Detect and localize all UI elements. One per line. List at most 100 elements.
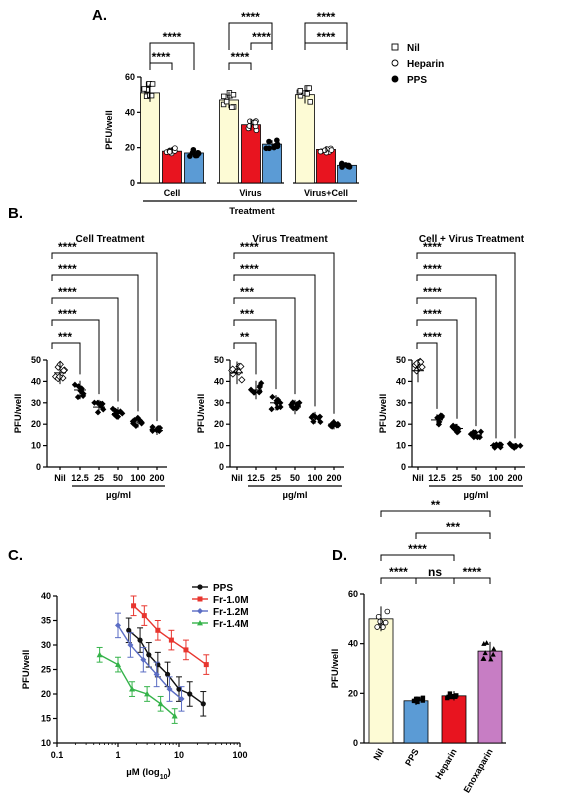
x-tick-label: Nil (231, 473, 243, 483)
x-tick-label: 100 (488, 473, 503, 483)
data-point (229, 104, 235, 110)
y-tick-label: 25 (41, 665, 51, 675)
data-point (482, 650, 488, 656)
significance-bracket (233, 274, 316, 407)
y-tick-label: 35 (41, 616, 51, 626)
y-tick-label: 40 (348, 639, 358, 649)
significance-label: **** (58, 307, 77, 321)
x-tick-label: 0.1 (51, 750, 64, 760)
data-point (153, 671, 160, 678)
significance-label: **** (252, 30, 271, 44)
y-axis-label: PFU/well (104, 110, 115, 150)
data-point (229, 365, 237, 373)
y-tick-label: 0 (36, 462, 41, 472)
data-point (297, 88, 303, 94)
data-point (266, 145, 273, 152)
x-tick-label: Enoxaparin (462, 747, 495, 794)
y-tick-label: 20 (214, 419, 224, 429)
x-tick-label: 25 (271, 473, 281, 483)
y-axis-label: PFU/well (196, 394, 207, 434)
y-tick-label: 10 (396, 441, 406, 451)
x-tick-label: Virus (239, 188, 261, 198)
x-tick-label: 12.5 (247, 473, 265, 483)
data-point (497, 441, 505, 448)
significance-label: **** (423, 240, 442, 254)
significance-label: *** (240, 307, 254, 321)
data-point (237, 362, 245, 371)
significance-label: **** (240, 240, 259, 254)
significance-label: **** (240, 262, 259, 276)
data-point (223, 98, 230, 105)
chart-title: Virus Treatment (252, 234, 328, 245)
data-point (149, 81, 156, 87)
bar (295, 94, 315, 184)
x-axis-label: µg/ml (463, 490, 488, 501)
legend-marker (391, 75, 399, 83)
legend-label: Nil (407, 43, 420, 54)
x-tick-label: Nil (371, 747, 385, 762)
data-point (480, 656, 486, 661)
data-point (127, 642, 134, 648)
data-point (166, 686, 173, 693)
significance-label: *** (446, 520, 460, 534)
data-point (200, 701, 206, 707)
data-point (377, 618, 384, 625)
data-point (230, 92, 237, 98)
significance-label: **** (241, 10, 260, 24)
data-point (447, 691, 453, 696)
data-point (453, 694, 458, 699)
x-tick-label: 12.5 (428, 473, 446, 483)
significance-bracket (380, 554, 455, 561)
bar (441, 695, 467, 744)
y-tick-label: 30 (31, 398, 41, 408)
series-line (99, 654, 176, 717)
data-point (450, 694, 455, 700)
y-tick-label: 0 (401, 462, 406, 472)
x-tick-label: Nil (54, 473, 66, 483)
data-point (277, 403, 284, 411)
data-point (266, 138, 272, 145)
legend-label: PPS (213, 583, 233, 594)
data-point (172, 145, 178, 151)
significance-label: **** (389, 565, 408, 579)
significance-label: **** (58, 262, 77, 276)
y-tick-label: 20 (41, 689, 51, 699)
significance-bracket (51, 297, 119, 402)
panel-label: C. (8, 547, 23, 564)
y-tick-label: 40 (396, 376, 406, 386)
x-tick-label: 12.5 (71, 473, 89, 483)
legend-label: Fr-1.4M (213, 619, 249, 630)
legend-label: PPS (407, 75, 427, 86)
chart-title: Cell Treatment (76, 234, 146, 245)
y-tick-label: 10 (31, 441, 41, 451)
data-point (140, 656, 147, 663)
significance-bracket (51, 252, 158, 422)
y-tick-label: 50 (31, 355, 41, 365)
x-tick-label: 200 (149, 473, 164, 483)
significance-bracket (149, 42, 195, 70)
y-tick-label: 0 (353, 738, 358, 748)
significance-bracket (233, 252, 335, 414)
y-axis-label: PFU/well (21, 650, 32, 690)
data-point (477, 428, 485, 435)
data-point (256, 384, 263, 391)
y-tick-label: 50 (396, 355, 406, 365)
data-point (155, 662, 161, 668)
data-point (171, 712, 178, 719)
significance-label: **** (423, 307, 442, 321)
y-tick-label: 50 (214, 355, 224, 365)
significance-label: **** (58, 285, 77, 299)
data-point (96, 651, 103, 658)
significance-label: **** (423, 262, 442, 276)
significance-bracket (416, 319, 458, 419)
significance-label: ns (428, 565, 442, 579)
y-tick-label: 20 (125, 143, 135, 153)
x-axis-label: Treatment (229, 206, 275, 217)
x-axis-label: µg/ml (282, 490, 307, 501)
series-line (117, 625, 182, 700)
y-tick-label: 40 (41, 591, 51, 601)
significance-bracket (380, 510, 491, 517)
x-tick-label: Cell (164, 188, 181, 198)
data-point (60, 366, 68, 375)
significance-bracket (250, 42, 273, 50)
